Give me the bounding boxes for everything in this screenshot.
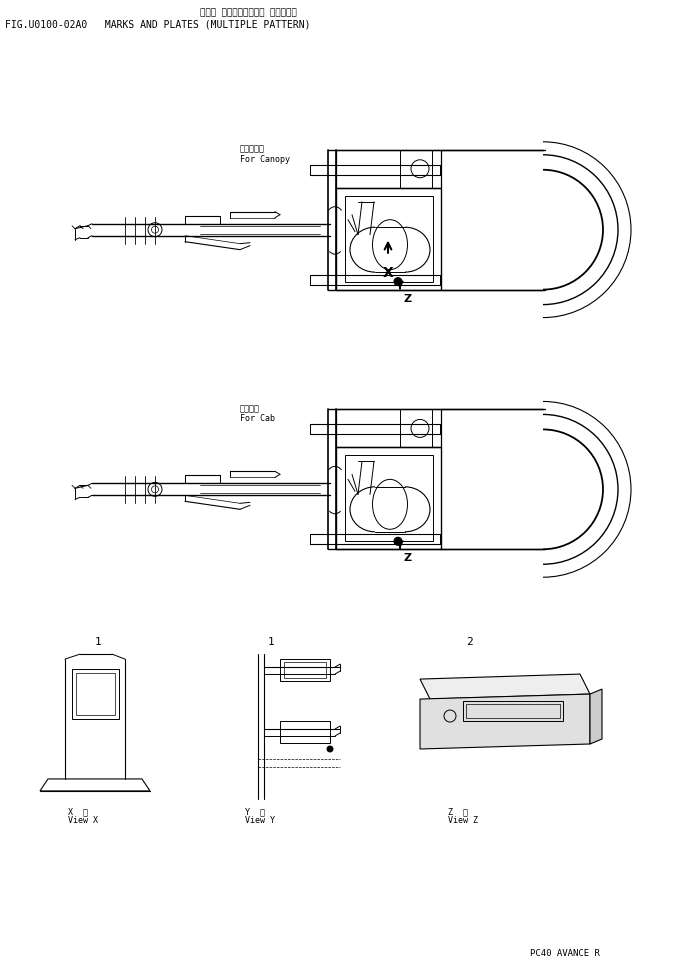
Text: View Z: View Z [448, 816, 478, 825]
Text: Z: Z [404, 553, 412, 564]
Circle shape [394, 277, 402, 286]
Text: 2: 2 [466, 637, 473, 647]
Circle shape [394, 538, 402, 545]
Text: PC40 AVANCE R: PC40 AVANCE R [530, 948, 600, 958]
Bar [76, 673, 115, 715]
Bar [345, 455, 433, 541]
Polygon shape [590, 689, 602, 744]
Text: Y  正: Y 正 [245, 807, 265, 816]
Text: マーク プレート（マルチ パターン）: マーク プレート（マルチ パターン） [200, 8, 297, 17]
Bar [345, 196, 433, 281]
Text: X  正: X 正 [68, 807, 88, 816]
Bar [284, 662, 326, 678]
Bar [336, 410, 441, 447]
Bar [280, 721, 330, 743]
Text: FIG.U0100-02A0   MARKS AND PLATES (MULTIPLE PATTERN): FIG.U0100-02A0 MARKS AND PLATES (MULTIPL… [5, 20, 310, 30]
Bar [466, 704, 560, 718]
Bar [72, 669, 119, 719]
Text: View Y: View Y [245, 816, 275, 825]
Bar [336, 447, 441, 549]
Text: For Cab: For Cab [240, 415, 275, 423]
Text: View X: View X [68, 816, 98, 825]
Bar [280, 660, 330, 681]
Bar [336, 150, 441, 188]
Text: Z  正: Z 正 [448, 807, 468, 816]
Text: 1: 1 [268, 637, 274, 647]
Text: Z: Z [404, 294, 412, 303]
Bar [336, 188, 441, 290]
Text: キャブ用: キャブ用 [240, 404, 260, 414]
Text: キャノピ用: キャノピ用 [240, 145, 265, 154]
Text: 1: 1 [95, 637, 102, 647]
Circle shape [327, 746, 333, 752]
Bar [463, 701, 563, 721]
Text: X: X [383, 266, 393, 279]
Text: For Canopy: For Canopy [240, 155, 290, 164]
Polygon shape [420, 694, 590, 749]
Polygon shape [420, 674, 590, 699]
